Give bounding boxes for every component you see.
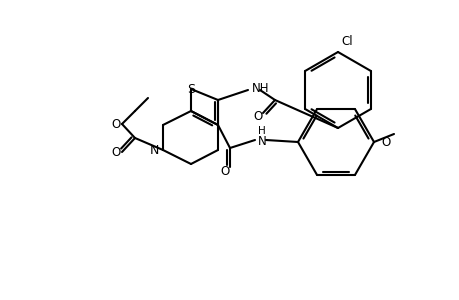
Text: H: H xyxy=(257,126,265,136)
Text: O: O xyxy=(220,164,229,178)
Text: O: O xyxy=(380,136,389,148)
Text: NH: NH xyxy=(252,82,269,94)
Text: N: N xyxy=(257,134,266,148)
Text: S: S xyxy=(187,82,195,95)
Text: Cl: Cl xyxy=(340,34,352,47)
Text: O: O xyxy=(253,110,262,122)
Text: N: N xyxy=(149,143,159,157)
Text: O: O xyxy=(111,146,120,158)
Text: O: O xyxy=(111,118,120,130)
